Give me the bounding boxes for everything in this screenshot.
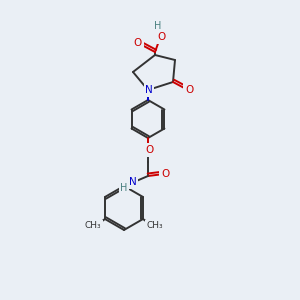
Text: H: H bbox=[154, 21, 162, 31]
Text: N: N bbox=[145, 85, 153, 95]
Text: O: O bbox=[158, 32, 166, 42]
Text: CH₃: CH₃ bbox=[147, 221, 164, 230]
Text: O: O bbox=[146, 145, 154, 155]
Text: O: O bbox=[161, 169, 169, 179]
Text: N: N bbox=[129, 177, 137, 187]
Text: H: H bbox=[120, 183, 128, 193]
Text: CH₃: CH₃ bbox=[85, 221, 101, 230]
Text: O: O bbox=[134, 38, 142, 48]
Text: O: O bbox=[185, 85, 193, 95]
